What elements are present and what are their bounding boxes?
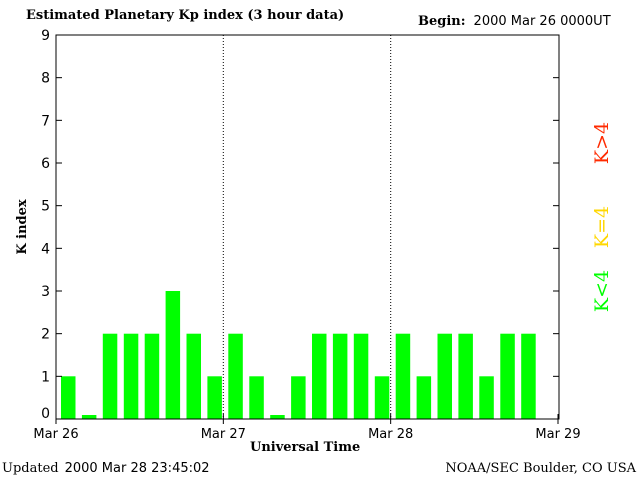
kp-bar [395, 333, 411, 419]
bars-group [61, 291, 536, 419]
updated-info: Updated 2000 Mar 28 23:45:02 [2, 461, 210, 476]
begin-info: Begin: 2000 Mar 26 0000UT [418, 14, 611, 29]
credit: NOAA/SEC Boulder, CO USA [445, 461, 636, 476]
x-tick-label: Mar 27 [201, 427, 246, 442]
kp-bar [332, 333, 348, 419]
kp-bar [500, 333, 515, 419]
kp-bar [123, 333, 139, 419]
plot-frame [55, 34, 560, 420]
kp-bar [165, 291, 181, 419]
y-tick-label: 5 [41, 199, 50, 215]
y-tick-label: 0 [41, 406, 50, 422]
kp-bar [458, 333, 473, 419]
day-dividers [222, 35, 392, 419]
legend-entry: K=4 [591, 206, 613, 248]
kp-bar [312, 333, 327, 419]
kp-bar [479, 376, 494, 419]
kp-bar [249, 376, 264, 419]
kp-bar [228, 333, 243, 419]
legend: K>4 K=4 K<4 [591, 122, 613, 312]
kp-bar [353, 333, 369, 419]
kp-bar [186, 333, 201, 419]
kp-bar [416, 376, 432, 419]
y-tick-label: 3 [41, 284, 50, 300]
kp-bar [102, 333, 118, 419]
chart-title: Estimated Planetary Kp index (3 hour dat… [26, 8, 345, 23]
kp-bar [374, 376, 390, 419]
kp-bar [207, 376, 222, 419]
y-axis: 0 1 2 3 4 5 6 7 8 9 [41, 28, 559, 422]
x-tick-label: Mar 26 [33, 427, 78, 442]
updated-label: Updated [2, 461, 59, 476]
x-axis-title: Universal Time [250, 440, 361, 455]
legend-entry: K<4 [591, 270, 613, 312]
kp-bar [521, 333, 536, 419]
y-axis-label: K index [15, 199, 30, 255]
y-tick-label: 8 [41, 71, 50, 87]
kp-bar [291, 376, 306, 419]
y-tick-label: 2 [41, 327, 50, 343]
x-tick-label: Mar 29 [535, 427, 580, 442]
y-tick-label: 7 [41, 113, 50, 129]
x-axis: Mar 26 Mar 27 Mar 28 Mar 29 [33, 414, 581, 442]
y-tick-label: 6 [41, 156, 50, 172]
kp-bar [144, 333, 160, 419]
updated-value: 2000 Mar 28 23:45:02 [64, 461, 210, 476]
kp-bar [270, 415, 285, 419]
kp-bar [81, 415, 97, 419]
begin-label: Begin: [418, 14, 466, 29]
y-tick-label: 1 [41, 369, 50, 385]
y-tick-label: 4 [41, 241, 50, 257]
legend-entry: K>4 [591, 122, 613, 164]
kp-bar [437, 333, 452, 419]
begin-value: 2000 Mar 26 0000UT [473, 14, 611, 29]
x-tick-label: Mar 28 [368, 427, 413, 442]
kp-bar [61, 376, 76, 419]
y-tick-label: 9 [41, 28, 50, 44]
